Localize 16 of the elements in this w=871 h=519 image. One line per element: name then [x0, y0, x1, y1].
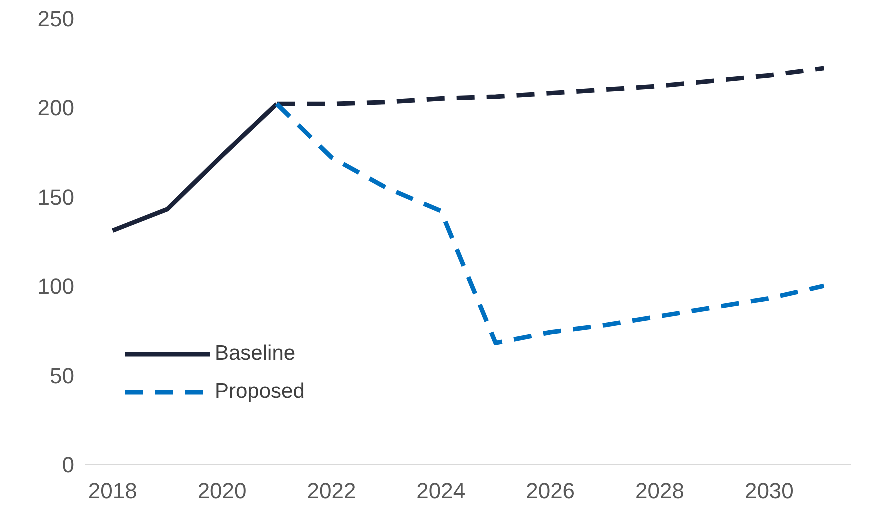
x-tick-label: 2030 [744, 478, 794, 504]
y-tick-label: 150 [38, 184, 75, 210]
y-tick-label: 50 [50, 363, 75, 388]
legend-label: Baseline [215, 342, 296, 366]
x-tick-label: 2020 [198, 478, 247, 504]
legend-label: Proposed [215, 380, 305, 404]
y-tick-label: 200 [38, 96, 75, 121]
y-tick-label: 250 [38, 6, 75, 32]
x-tick-label: 2018 [88, 478, 138, 504]
x-tick-label: 2022 [307, 478, 356, 504]
x-tick-label: 2024 [416, 478, 466, 504]
line-series [274, 102, 826, 346]
x-tick-label: 2026 [526, 478, 576, 504]
y-tick-label: 100 [38, 274, 75, 300]
y-tick-label: 0 [62, 452, 75, 478]
x-tick-label: 2028 [636, 478, 684, 504]
